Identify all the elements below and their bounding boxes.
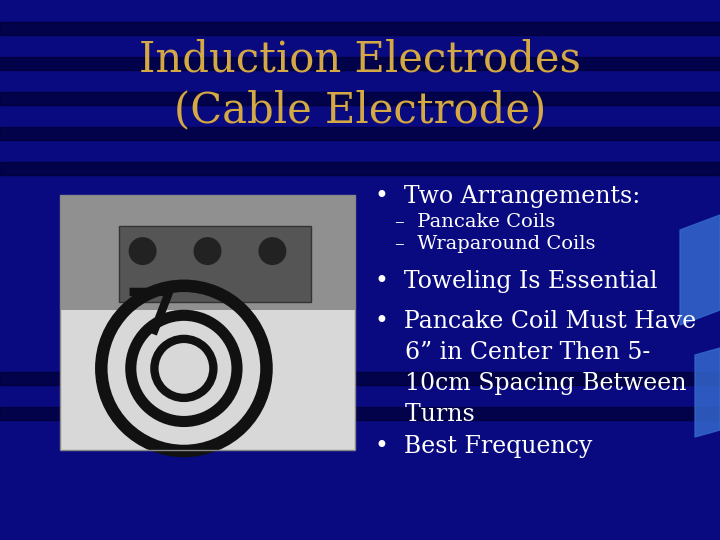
- Text: •  Toweling Is Essential: • Toweling Is Essential: [375, 270, 657, 293]
- Text: (Cable Electrode): (Cable Electrode): [174, 89, 546, 131]
- Bar: [0, 127, 720, 140]
- Bar: [0, 372, 720, 385]
- Circle shape: [130, 238, 156, 265]
- Bar: [60, 195, 355, 310]
- Bar: [0, 162, 720, 175]
- Text: •  Best Frequency: • Best Frequency: [375, 435, 593, 458]
- Polygon shape: [680, 215, 720, 325]
- Polygon shape: [695, 348, 720, 437]
- Bar: [0, 22, 720, 35]
- Bar: [119, 226, 311, 302]
- Bar: [0, 92, 720, 105]
- Text: •  Two Arrangements:: • Two Arrangements:: [375, 185, 640, 208]
- Bar: [60, 195, 355, 450]
- Bar: [0, 407, 720, 420]
- Text: •  Pancake Coil Must Have
    6” in Center Then 5-
    10cm Spacing Between
    : • Pancake Coil Must Have 6” in Center Th…: [375, 310, 696, 426]
- Circle shape: [259, 238, 286, 265]
- Text: Induction Electrodes: Induction Electrodes: [139, 39, 581, 81]
- Text: –  Pancake Coils: – Pancake Coils: [395, 213, 555, 231]
- Bar: [60, 195, 355, 450]
- Circle shape: [194, 238, 221, 265]
- Bar: [60, 310, 355, 450]
- Bar: [0, 57, 720, 70]
- Text: –  Wraparound Coils: – Wraparound Coils: [395, 235, 595, 253]
